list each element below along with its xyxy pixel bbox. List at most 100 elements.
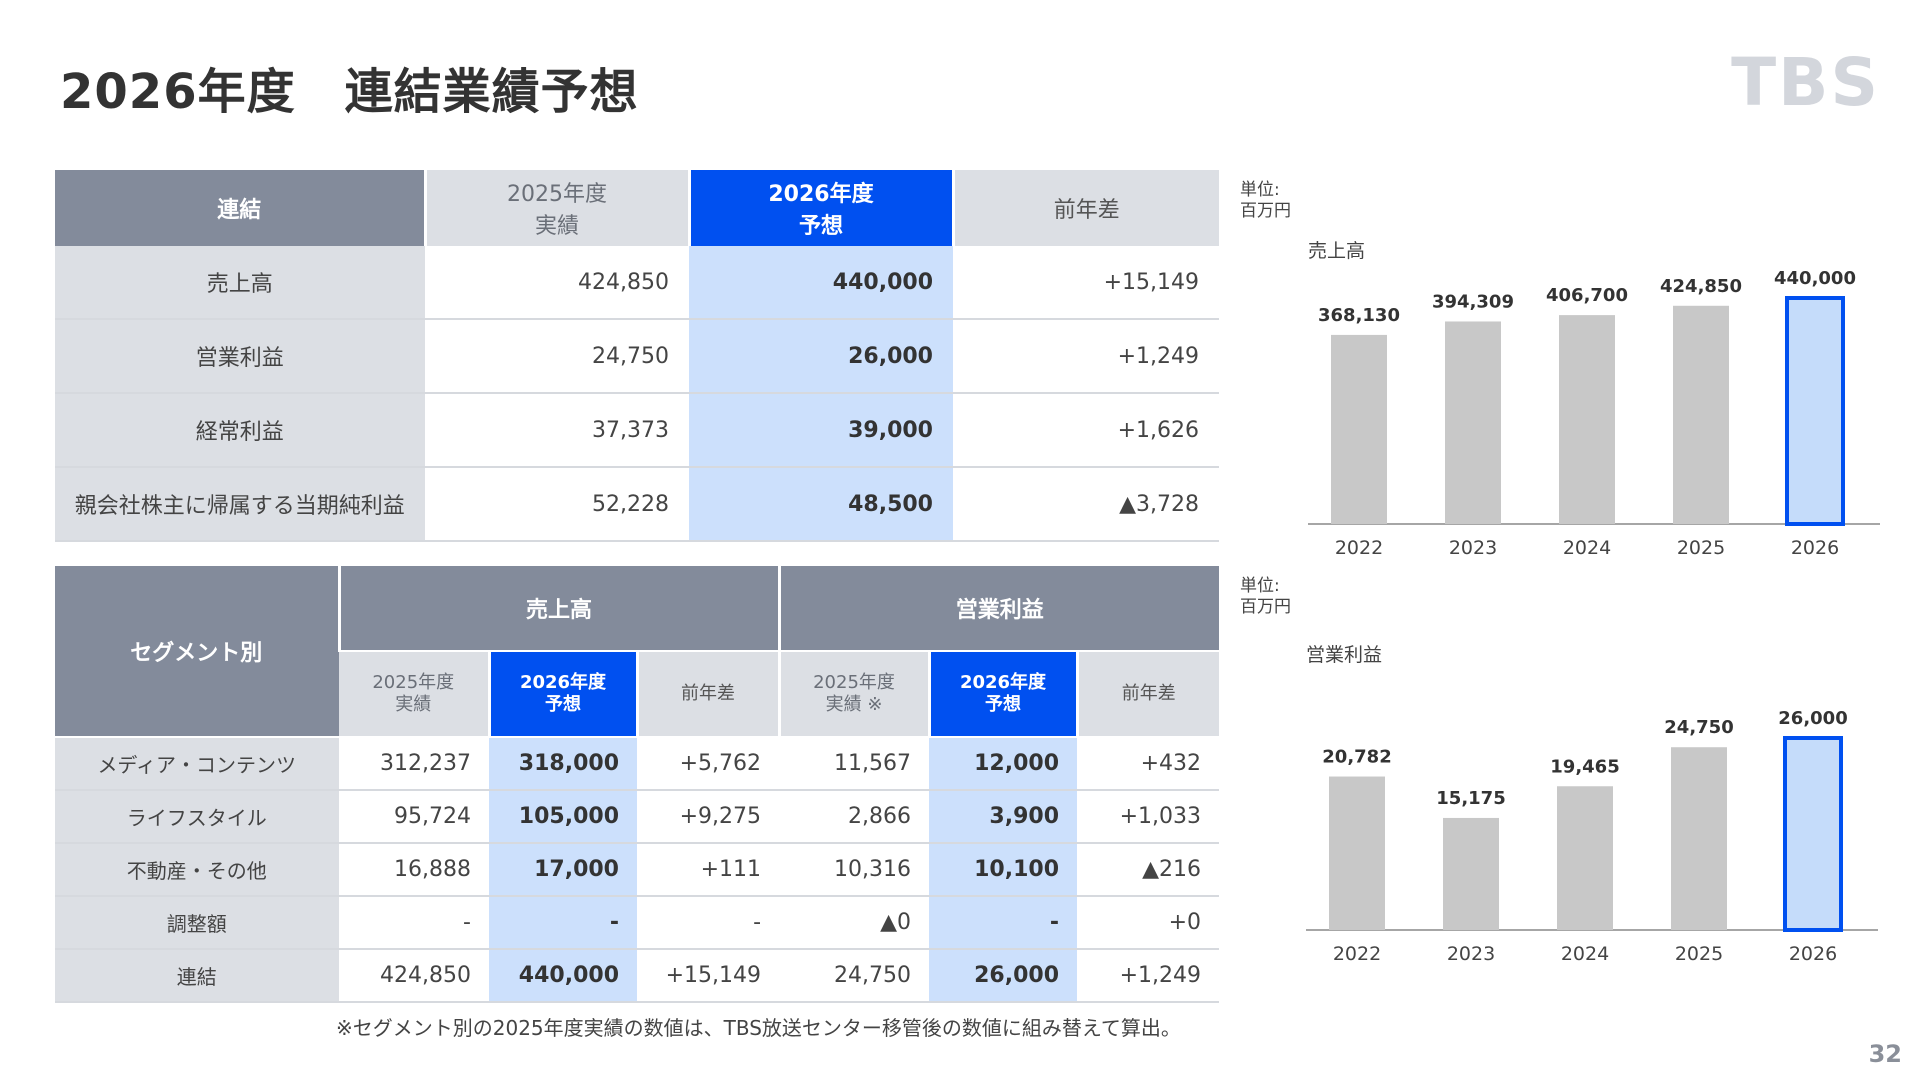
- x-tick-label: 2024: [1561, 943, 1609, 965]
- data-label: 440,000: [1774, 268, 1856, 289]
- col-header-line: 2026年度: [519, 672, 607, 693]
- cell-diff: +15,149: [953, 246, 1219, 320]
- cell-op-2025: ▲0: [779, 896, 930, 950]
- chart-unit-label: 単位: 百万円: [1240, 576, 1291, 618]
- cell-2025-actual: 24,750: [425, 319, 689, 394]
- table-subheader-row: 2025年度 実績 2026年度 予想 前年差 2025年度 実績 ※ 2026…: [55, 651, 1220, 738]
- row-label: 不動産・その他: [55, 843, 340, 897]
- col-header-line: 実績: [395, 694, 432, 715]
- bar-2026: [1785, 296, 1845, 526]
- table-row: 経常利益 37,373 39,000 +1,626: [55, 393, 1219, 468]
- col-header-sales-2026: 2026年度 予想: [487, 651, 637, 738]
- cell-sales-diff: +5,762: [637, 737, 780, 791]
- col-header-line: 実績 ※: [825, 694, 883, 715]
- cell-2026-forecast: 26,000: [689, 319, 953, 394]
- operating-income-bar-chart: 20,782 2022 15,175 2023 19,465 2024 24,750 2025…: [1306, 708, 1878, 965]
- col-header-line: 2026年度: [959, 672, 1047, 693]
- bar-2022: [1329, 776, 1385, 930]
- unit-line: 単位: 百万円: [1240, 576, 1291, 617]
- cell-sales-2025: -: [339, 896, 489, 950]
- col-header-line: 予想: [798, 214, 843, 239]
- chart-unit-label: 単位: 百万円: [1240, 180, 1291, 222]
- bar-2024: [1557, 786, 1613, 930]
- x-tick-label: 2026: [1789, 943, 1837, 965]
- page-number: 32: [1868, 1040, 1902, 1068]
- col-header-2025-actual: 2025年度 実績: [423, 170, 689, 246]
- cell-sales-2026: -: [489, 896, 637, 950]
- table-row: 不動産・その他 16,888 17,000 +111 10,316 10,100 ▲216: [55, 843, 1220, 897]
- x-tick-label: 2026: [1791, 537, 1839, 559]
- table-corner-header: 連結: [55, 170, 425, 246]
- cell-op-2025: 11,567: [779, 737, 930, 791]
- row-label: 親会社株主に帰属する当期純利益: [55, 467, 426, 542]
- data-label: 15,175: [1436, 788, 1505, 809]
- cell-op-diff: +1,033: [1077, 790, 1220, 844]
- cell-2025-actual: 424,850: [425, 246, 689, 320]
- x-tick-label: 2025: [1677, 537, 1725, 559]
- table-header-row: 連結 2025年度 実績 2026年度 予想 前年差: [55, 170, 1219, 246]
- cell-sales-diff: +9,275: [637, 790, 780, 844]
- table-row: 親会社株主に帰属する当期純利益 52,228 48,500 ▲3,728: [55, 467, 1219, 542]
- cell-sales-2025: 95,724: [339, 790, 489, 844]
- col-header-sales-diff: 前年差: [635, 651, 780, 738]
- table-row: メディア・コンテンツ 312,237 318,000 +5,762 11,567 12,0…: [55, 737, 1220, 791]
- x-tick-label: 2023: [1447, 943, 1495, 965]
- bar-2022: [1331, 334, 1387, 524]
- group-header-sales: 売上高: [337, 566, 780, 652]
- table-corner-header: セグメント別: [55, 566, 339, 738]
- cell-op-diff: +0: [1077, 896, 1220, 950]
- row-label: 連結: [55, 949, 340, 1003]
- row-label: 売上高: [55, 246, 426, 320]
- cell-op-2025: 2,866: [779, 790, 930, 844]
- cell-sales-2026: 17,000: [489, 843, 637, 897]
- cell-diff: +1,249: [953, 319, 1219, 394]
- cell-op-2026: 3,900: [929, 790, 1078, 844]
- row-label: 経常利益: [55, 393, 426, 468]
- cell-op-2026: 26,000: [929, 949, 1078, 1003]
- bar-2026: [1783, 736, 1843, 932]
- page-title: 2026年度 連結業績予想: [60, 64, 639, 120]
- col-header-line: 2025年度: [372, 672, 455, 693]
- col-header-sales-2025: 2025年度 実績: [339, 651, 489, 738]
- cell-sales-2025: 312,237: [339, 737, 489, 791]
- segment-forecast-table: セグメント別 売上高 営業利益 2025年度 実績 2026年度 予想 前年差 …: [55, 566, 1220, 1003]
- row-label: メディア・コンテンツ: [55, 737, 340, 791]
- cell-op-diff: +432: [1077, 737, 1220, 791]
- col-header-op-diff: 前年差: [1075, 651, 1220, 738]
- cell-diff: ▲3,728: [953, 467, 1219, 542]
- tbs-logo: TBS: [1731, 44, 1880, 121]
- unit-line: 単位: 百万円: [1240, 180, 1291, 221]
- cell-2026-forecast: 39,000: [689, 393, 953, 468]
- row-label: 営業利益: [55, 319, 426, 394]
- data-label: 24,750: [1664, 717, 1733, 738]
- table-header-row: セグメント別 売上高 営業利益: [55, 566, 1220, 738]
- col-header-line: 実績: [534, 214, 579, 239]
- table-row: 営業利益 24,750 26,000 +1,249: [55, 319, 1219, 394]
- data-label: 19,465: [1550, 756, 1619, 777]
- cell-sales-2026: 105,000: [489, 790, 637, 844]
- data-label: 394,309: [1432, 291, 1514, 312]
- bar-2023: [1443, 817, 1499, 930]
- cell-op-2025: 10,316: [779, 843, 930, 897]
- cell-op-diff: +1,249: [1077, 949, 1220, 1003]
- table-row: ライフスタイル 95,724 105,000 +9,275 2,866 3,900 +1,0…: [55, 790, 1220, 844]
- consolidated-forecast-table: 連結 2025年度 実績 2026年度 予想 前年差 売上高 424,850 440…: [55, 170, 1219, 542]
- col-header-diff: 前年差: [951, 170, 1219, 246]
- col-header-line: 2025年度: [813, 672, 895, 693]
- cell-op-2026: 12,000: [929, 737, 1078, 791]
- col-header-op-2025: 2025年度 実績 ※: [777, 651, 930, 738]
- col-header-line: 予想: [985, 694, 1022, 715]
- x-tick-label: 2022: [1333, 943, 1381, 965]
- x-tick-label: 2025: [1675, 943, 1723, 965]
- group-header-operating-income: 営業利益: [777, 566, 1220, 652]
- data-label: 26,000: [1778, 708, 1847, 729]
- cell-2025-actual: 52,228: [425, 467, 689, 542]
- table-row: 売上高 424,850 440,000 +15,149: [55, 246, 1219, 320]
- col-header-line: 2025年度: [507, 182, 607, 207]
- cell-sales-2025: 424,850: [339, 949, 489, 1003]
- cell-sales-2026: 440,000: [489, 949, 637, 1003]
- data-label: 368,130: [1318, 305, 1400, 326]
- bar-2025: [1673, 305, 1729, 524]
- cell-op-2025: 24,750: [779, 949, 930, 1003]
- data-label: 20,782: [1322, 747, 1391, 768]
